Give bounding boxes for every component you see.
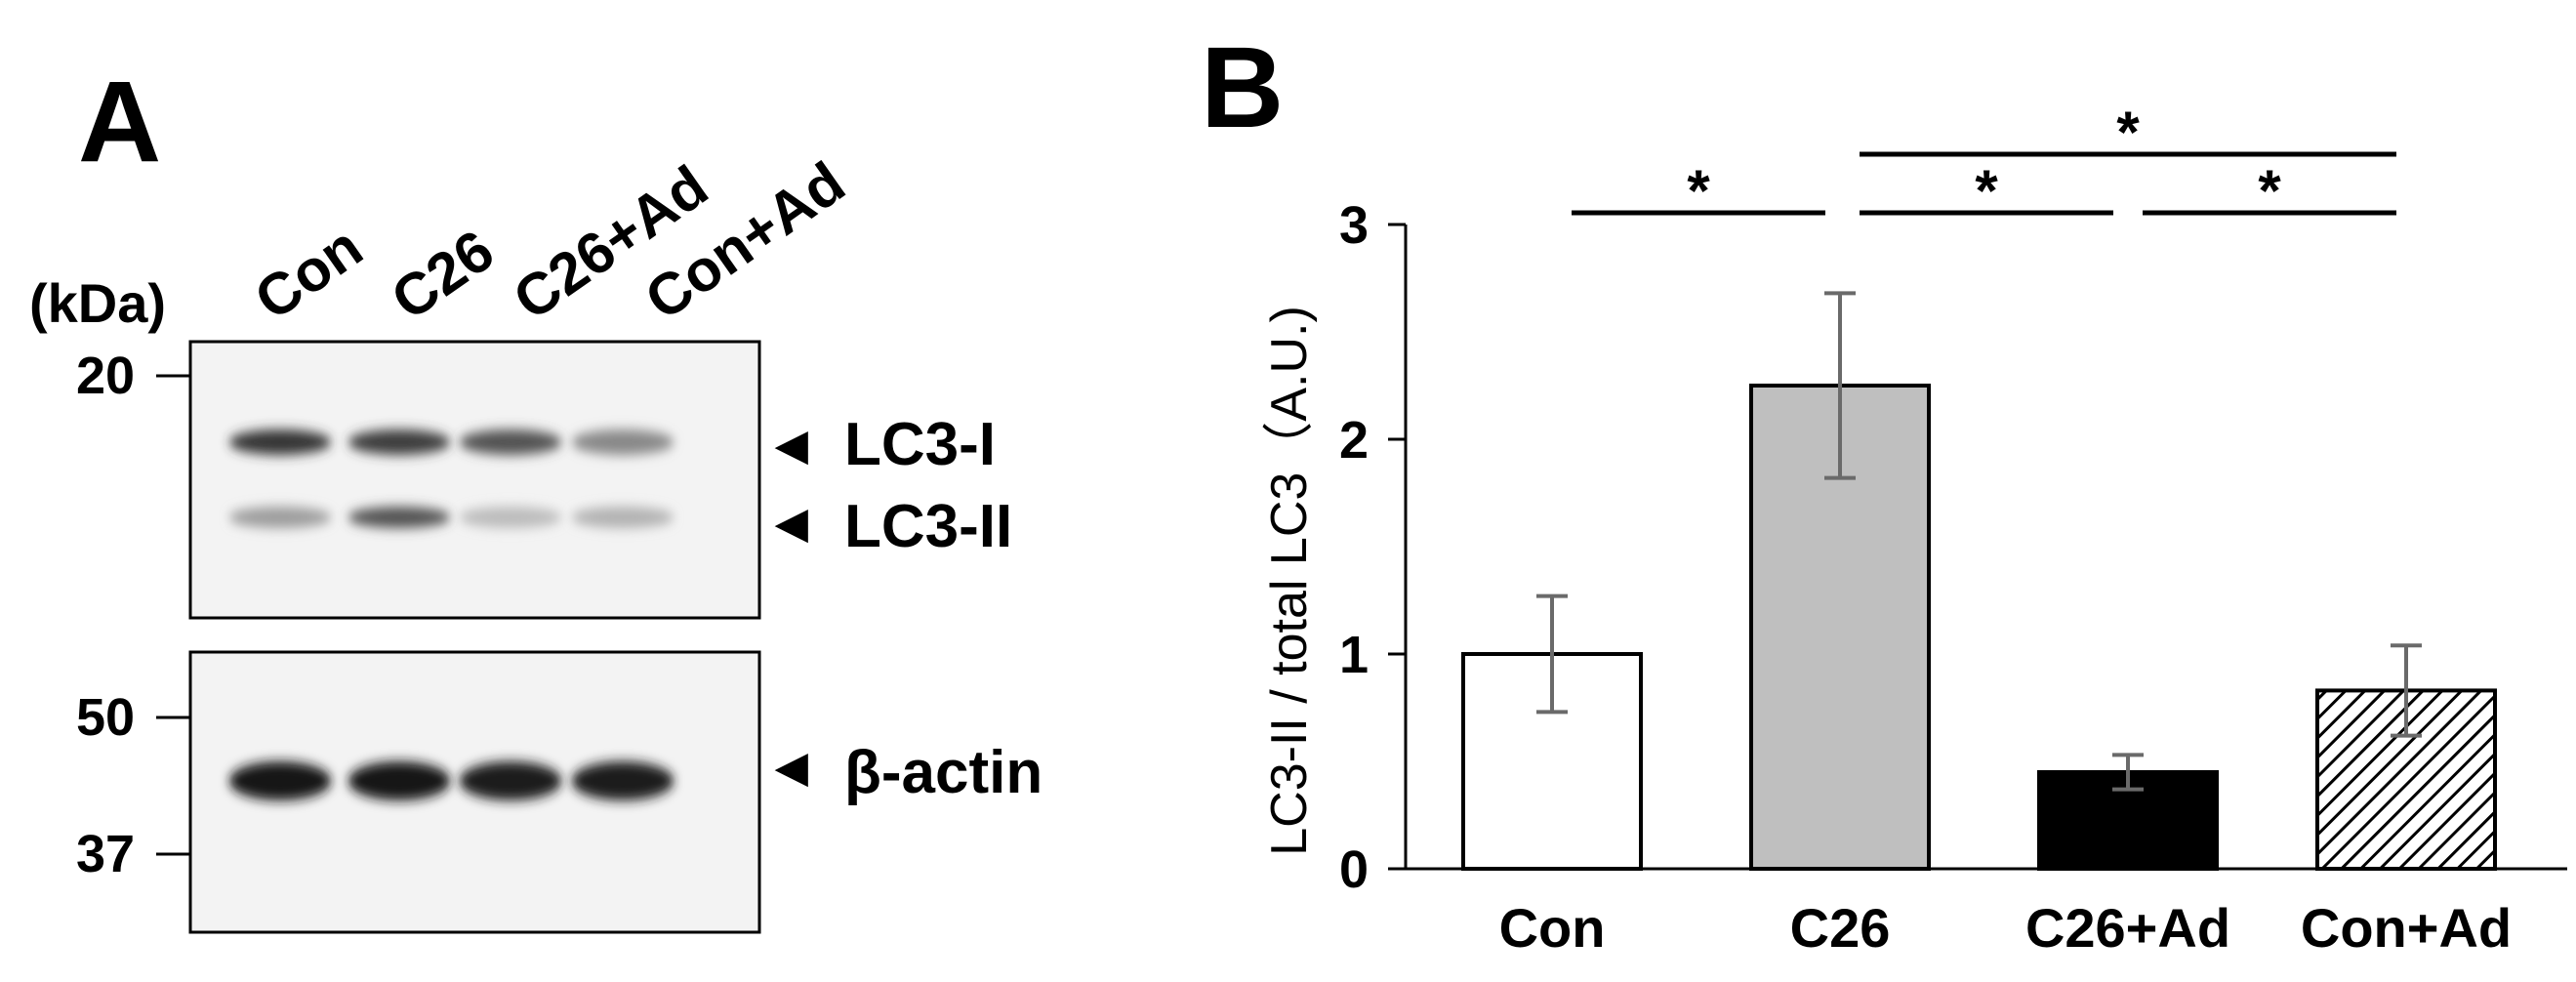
y-tick-label: 2 [1339,411,1369,470]
blot-band [571,761,675,800]
kda-label: (kDa) [29,272,166,334]
bars [1461,384,2497,872]
significance-star: * [1687,158,1710,224]
x-axis: Con C26 C26+Ad Con+Ad [1406,867,2567,959]
marker-label: 50 [76,688,135,747]
lane-label: C26 [380,218,506,333]
y-tick-label: 3 [1339,196,1369,255]
panel-a-letter: A [78,58,161,186]
blot-lc3-frame [188,340,761,620]
blot-band [459,761,562,800]
blot-actin-bands [228,761,675,800]
panel-a-western-blot: A (kDa) Con C26 C26+Ad Con+Ad 20 ◀ LC3-I… [29,58,1043,934]
blot-band [459,507,562,528]
blot-lc3-bands [228,430,675,528]
panel-b-bar-chart: B LC3-II / total LC3（A.U.) 0 1 2 3 Con C26 C2… [1201,23,2567,959]
blot-band [228,761,332,800]
blot-band [348,507,451,528]
lane-labels: Con C26 C26+Ad Con+Ad [243,149,856,333]
blot-band [571,507,675,528]
blot-band [228,430,332,455]
error-bars [1536,291,2422,792]
significance-star: * [2116,100,2140,165]
band-arrow: ◀ [774,422,808,468]
x-category-label: C26 [1790,897,1891,959]
blot-lc3: 20 ◀ LC3-I ◀ LC3-II [76,340,1012,620]
panel-b-letter: B [1201,23,1284,152]
blot-actin: 50 37 ◀ β-actin [76,650,1043,934]
marker-label: 37 [76,825,135,883]
blot-band [459,430,562,455]
x-category-label: Con [1499,897,1606,959]
y-axis: 0 1 2 3 [1339,196,1408,899]
y-axis-title: LC3-II / total LC3（A.U.) [1261,306,1318,856]
blot-band [571,430,675,455]
band-arrow: ◀ [774,744,808,790]
blot-band [348,430,451,455]
y-tick-label: 1 [1339,626,1369,684]
x-category-label: C26+Ad [2025,897,2230,959]
band-arrow: ◀ [774,500,808,546]
blot-band [348,761,451,800]
blot-band [228,507,332,528]
significance-brackets: * * * * [1572,100,2396,224]
band-label-lc3-ii: LC3-II [844,493,1012,560]
band-label-lc3-i: LC3-I [844,411,996,478]
band-label-beta-actin: β-actin [844,739,1043,806]
significance-star: * [1975,158,1998,224]
marker-label: 20 [76,347,135,405]
x-category-label: Con+Ad [2301,897,2512,959]
lane-label: Con [243,214,374,333]
significance-star: * [2258,158,2281,224]
y-tick-label: 0 [1339,840,1369,899]
